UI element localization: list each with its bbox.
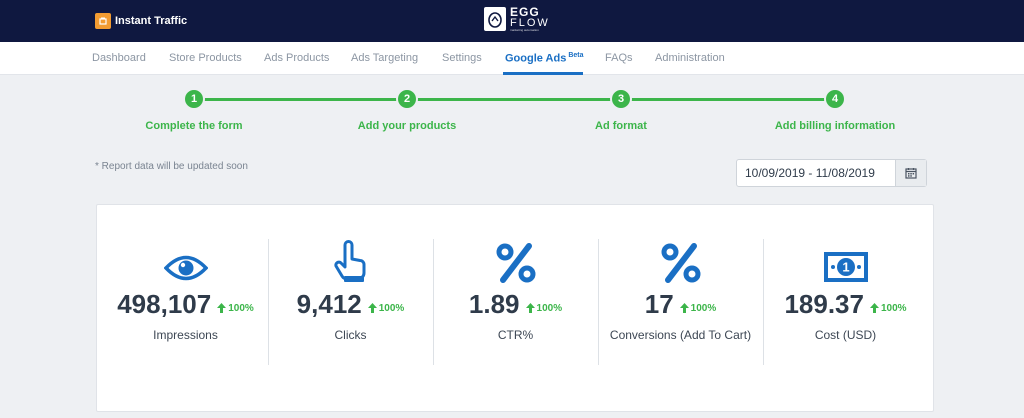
app-brand[interactable]: Instant Traffic [95,13,187,29]
stat-change-value: 100% [880,302,907,314]
stat-label: Cost (USD) [814,328,877,342]
arrow-up-icon [679,303,689,313]
step-2-indicator: 2 [396,88,418,110]
nav-ads-targeting[interactable]: Ads Targeting [351,52,419,64]
nav-store-products[interactable]: Store Products [169,52,242,64]
main-nav: Dashboard Store Products Ads Products Ad… [0,42,1024,75]
active-tab-indicator [503,72,583,75]
stepper-track [194,98,834,101]
logo-line2: FLOW [510,17,550,29]
stat-change: 100% [525,302,563,314]
stat-value: 1.89 [468,289,520,319]
arrow-up-icon [217,303,227,313]
app-logo-icon [95,13,111,29]
eye-icon [103,239,268,283]
stat-change-value: 100% [690,302,717,314]
stat-change: 100% [367,302,405,314]
logo-line1: EGG [510,5,540,19]
stat-divider [763,239,764,365]
nav-settings[interactable]: Settings [442,52,482,64]
percent-icon [433,239,598,283]
calendar-icon [905,168,917,179]
stat-label: Clicks [334,328,367,342]
stats-card: 498,107 100% Impressions 9,412 100% Clic… [96,204,934,412]
step-4-label[interactable]: Add billing information [774,120,896,132]
stat-change: 100% [869,302,907,314]
step-1-label[interactable]: Complete the form [145,120,243,132]
date-range-picker [736,159,927,187]
stat-change: 100% [679,302,717,314]
stat-change: 100% [217,303,254,314]
step-1-indicator: 1 [183,88,205,110]
stat-conversions: 17 100% Conversions (Add To Cart) [598,239,763,365]
nav-google-ads-label: Google Ads [505,52,567,65]
nav-google-ads[interactable]: Google Ads Beta [505,52,584,65]
svg-text:1: 1 [842,260,849,275]
app-name: Instant Traffic [115,15,188,27]
arrow-up-icon [869,303,879,313]
arrow-up-icon [525,303,535,313]
stat-value: 189.37 [784,289,864,319]
nav-dashboard[interactable]: Dashboard [92,52,146,64]
nav-administration[interactable]: Administration [655,52,725,64]
percent-icon [598,239,763,283]
stat-change-value: 100% [536,302,563,314]
nav-ads-products[interactable]: Ads Products [264,52,330,64]
step-3-indicator: 3 [610,88,632,110]
stat-clicks: 9,412 100% Clicks [268,239,433,365]
stat-label: CTR% [497,328,534,342]
report-note: * Report data will be updated soon [95,161,248,172]
stat-label: Impressions [153,328,218,342]
logo-tagline: marketing automation [510,28,539,32]
stat-cost: 1 189.37 100% Cost (USD) [763,239,928,365]
step-4-indicator: 4 [824,88,846,110]
stat-change-value: 100% [228,302,254,314]
date-range-input[interactable] [737,160,895,186]
stat-divider [433,239,434,365]
stat-divider [268,239,269,365]
stat-ctr: 1.89 100% CTR% [433,239,598,365]
stat-impressions: 498,107 100% Impressions [103,239,268,365]
top-header: Instant Traffic EGG FLOW marketing autom… [0,0,1024,42]
stat-divider [598,239,599,365]
logo-wordmark: EGG FLOW marketing automation [510,6,550,32]
egg-logo-icon [484,7,506,31]
stat-change-value: 100% [378,302,405,314]
stat-value: 498,107 [117,289,212,319]
step-2-label[interactable]: Add your products [357,120,457,132]
stat-value: 9,412 [296,289,362,319]
stat-label: Conversions (Add To Cart) [609,328,752,342]
stat-value: 17 [644,289,674,319]
calendar-button[interactable] [895,160,926,186]
nav-faqs[interactable]: FAQs [605,52,633,64]
arrow-up-icon [367,303,377,313]
beta-badge: Beta [568,52,584,59]
pointer-hand-icon [268,239,433,283]
banknote-icon: 1 [763,239,928,283]
step-3-label[interactable]: Ad format [595,120,647,132]
eggflow-logo: EGG FLOW marketing automation [484,6,550,32]
